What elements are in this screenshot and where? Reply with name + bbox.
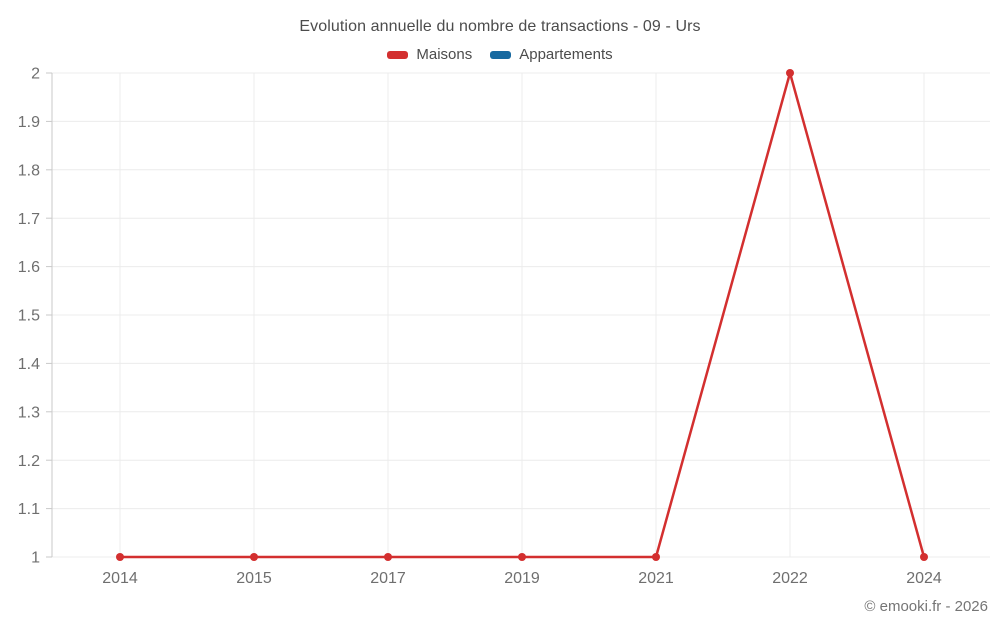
x-tick-label: 2015: [236, 570, 272, 587]
data-point-maisons-2017[interactable]: [384, 553, 392, 561]
y-tick-label: 1.5: [18, 308, 40, 325]
legend-item-appartements[interactable]: Appartements: [490, 46, 613, 63]
y-tick-label: 1.2: [18, 453, 40, 470]
legend: Maisons Appartements: [0, 46, 1000, 63]
x-tick-label: 2014: [102, 570, 138, 587]
data-point-maisons-2022[interactable]: [786, 69, 794, 77]
x-tick-label: 2021: [638, 570, 674, 587]
y-tick-label: 1.3: [18, 404, 40, 421]
y-tick-label: 1.6: [18, 259, 40, 276]
chart-title: Evolution annuelle du nombre de transact…: [299, 18, 701, 35]
legend-label-appartements: Appartements: [519, 46, 613, 63]
data-point-maisons-2021[interactable]: [652, 553, 660, 561]
y-tick-label: 1.9: [18, 114, 40, 131]
maisons-swatch-icon: [387, 50, 409, 59]
x-tick-label: 2019: [504, 570, 540, 587]
legend-label-maisons: Maisons: [416, 46, 473, 63]
data-point-maisons-2014[interactable]: [116, 553, 124, 561]
x-tick-label: 2017: [370, 570, 406, 587]
y-tick-label: 2: [31, 66, 40, 83]
appartements-swatch-icon: [490, 50, 512, 59]
copyright-credit: © emooki.fr - 2026: [864, 598, 988, 615]
data-point-maisons-2015[interactable]: [250, 553, 258, 561]
legend-item-maisons[interactable]: Maisons: [387, 46, 472, 63]
data-point-maisons-2019[interactable]: [518, 553, 526, 561]
y-tick-label: 1.4: [18, 356, 40, 373]
y-tick-label: 1.1: [18, 501, 40, 518]
data-point-maisons-2024[interactable]: [920, 553, 928, 561]
y-tick-label: 1: [31, 550, 40, 567]
x-tick-label: 2022: [772, 570, 808, 587]
x-tick-label: 2024: [906, 570, 942, 587]
y-tick-label: 1.7: [18, 211, 40, 228]
y-tick-label: 1.8: [18, 162, 40, 179]
